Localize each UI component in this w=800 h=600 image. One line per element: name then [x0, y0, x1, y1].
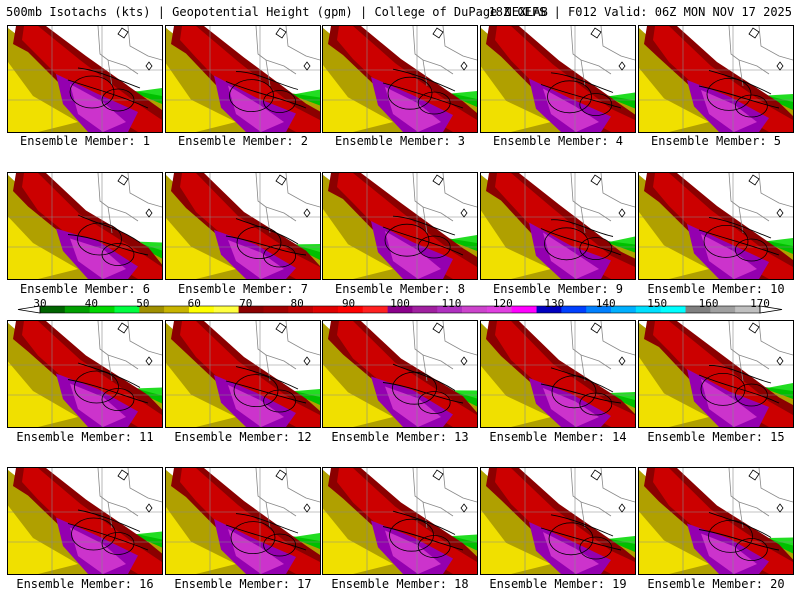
colorbar-tick-label: 140	[595, 297, 616, 310]
ensemble-member-label: Ensemble Member: 17	[174, 577, 312, 591]
colorbar-swatch	[586, 306, 612, 313]
colorbar-tick-label: 160	[698, 297, 719, 310]
colorbar-tick-label: 150	[647, 297, 668, 310]
ensemble-member-label: Ensemble Member: 2	[177, 134, 309, 148]
colorbar-swatch	[486, 306, 513, 313]
colorbar-swatch	[412, 306, 438, 313]
colorbar-swatch	[89, 306, 115, 313]
ensemble-member-map	[7, 467, 163, 575]
colorbar-swatch	[462, 306, 488, 313]
colorbar-tick-label: 170	[750, 297, 770, 310]
colorbar-swatch	[238, 306, 264, 313]
colorbar-swatch	[611, 306, 637, 313]
ensemble-member-label: Ensemble Member: 1	[19, 134, 151, 148]
colorbar-tick-label: 130	[544, 297, 565, 310]
colorbar-swatch	[139, 306, 165, 313]
ensemble-member-label: Ensemble Member: 16	[16, 577, 154, 591]
ensemble-member-label: Ensemble Member: 10	[647, 282, 785, 296]
ensemble-member-map	[480, 467, 636, 575]
colorbar-swatch	[511, 306, 537, 313]
ensemble-member-map	[322, 467, 478, 575]
ensemble-member-label: Ensemble Member: 13	[331, 430, 469, 444]
ensemble-member-label: Ensemble Member: 11	[16, 430, 154, 444]
ensemble-member-label: Ensemble Member: 9	[492, 282, 624, 296]
ensemble-member-map	[165, 172, 321, 280]
colorbar-swatch	[188, 306, 215, 313]
colorbar-tick-label: 70	[239, 297, 253, 310]
colorbar-swatch	[164, 306, 190, 313]
ensemble-member-map	[165, 467, 321, 575]
colorbar-tick-label: 100	[390, 297, 410, 310]
header-title: 500mb Isotachs (kts) | Geopotential Heig…	[6, 5, 548, 19]
ensemble-member-map	[638, 172, 794, 280]
ensemble-member-label: Ensemble Member: 3	[334, 134, 466, 148]
header: 500mb Isotachs (kts) | Geopotential Heig…	[0, 0, 800, 22]
colorbar-swatch	[40, 306, 66, 313]
colorbar-tick-label: 80	[290, 297, 304, 310]
colorbar-swatch	[635, 306, 661, 313]
colorbar-swatch	[387, 306, 413, 313]
ensemble-member-label: Ensemble Member: 19	[489, 577, 627, 591]
ensemble-member-label: Ensemble Member: 18	[331, 577, 469, 591]
ensemble-member-label: Ensemble Member: 7	[177, 282, 309, 296]
colorbar-tick-label: 40	[84, 297, 99, 310]
colorbar-tick-label: 90	[341, 297, 356, 310]
ensemble-member-map	[480, 172, 636, 280]
colorbar-swatch	[337, 306, 364, 313]
ensemble-member-map	[322, 172, 478, 280]
colorbar-tick-label: 50	[136, 297, 150, 310]
ensemble-member-label: Ensemble Member: 6	[19, 282, 151, 296]
colorbar-swatch	[685, 306, 711, 313]
colorbar-swatch	[362, 306, 388, 313]
colorbar-tick-label: 30	[33, 297, 47, 310]
ensemble-member-map	[638, 320, 794, 428]
ensemble-member-label: Ensemble Member: 20	[647, 577, 785, 591]
colorbar-swatch	[710, 306, 736, 313]
ensemble-member-map	[7, 172, 163, 280]
ensemble-member-label: Ensemble Member: 14	[489, 430, 627, 444]
colorbar-swatch	[64, 306, 90, 313]
colorbar	[17, 305, 783, 314]
header-valid-time: 18Z GEFS | F012 Valid: 06Z MON NOV 17 20…	[488, 5, 792, 19]
colorbar-swatch	[213, 306, 239, 313]
ensemble-member-label: Ensemble Member: 15	[647, 430, 785, 444]
ensemble-member-map	[322, 320, 478, 428]
ensemble-member-map	[322, 25, 478, 133]
colorbar-swatch	[561, 306, 587, 313]
ensemble-member-map	[7, 25, 163, 133]
colorbar-swatch	[288, 306, 314, 313]
ensemble-member-map	[7, 320, 163, 428]
ensemble-member-map	[480, 25, 636, 133]
colorbar-tick-label: 120	[492, 297, 513, 310]
colorbar-swatch	[263, 306, 289, 313]
colorbar-swatch	[313, 306, 339, 313]
colorbar-swatch	[735, 306, 761, 313]
colorbar-swatch	[660, 306, 686, 313]
ensemble-member-label: Ensemble Member: 4	[492, 134, 624, 148]
colorbar-tick-label: 60	[187, 297, 201, 310]
colorbar-tick-label: 110	[441, 297, 462, 310]
ensemble-member-map	[480, 320, 636, 428]
ensemble-member-map	[638, 467, 794, 575]
colorbar-outline	[39, 305, 761, 314]
colorbar-swatch	[114, 306, 140, 313]
ensemble-member-label: Ensemble Member: 8	[334, 282, 466, 296]
ensemble-member-map	[638, 25, 794, 133]
ensemble-member-label: Ensemble Member: 12	[174, 430, 312, 444]
colorbar-swatch	[437, 306, 463, 313]
ensemble-member-label: Ensemble Member: 5	[650, 134, 782, 148]
ensemble-member-map	[165, 25, 321, 133]
ensemble-member-map	[165, 320, 321, 428]
colorbar-swatch	[536, 306, 562, 313]
